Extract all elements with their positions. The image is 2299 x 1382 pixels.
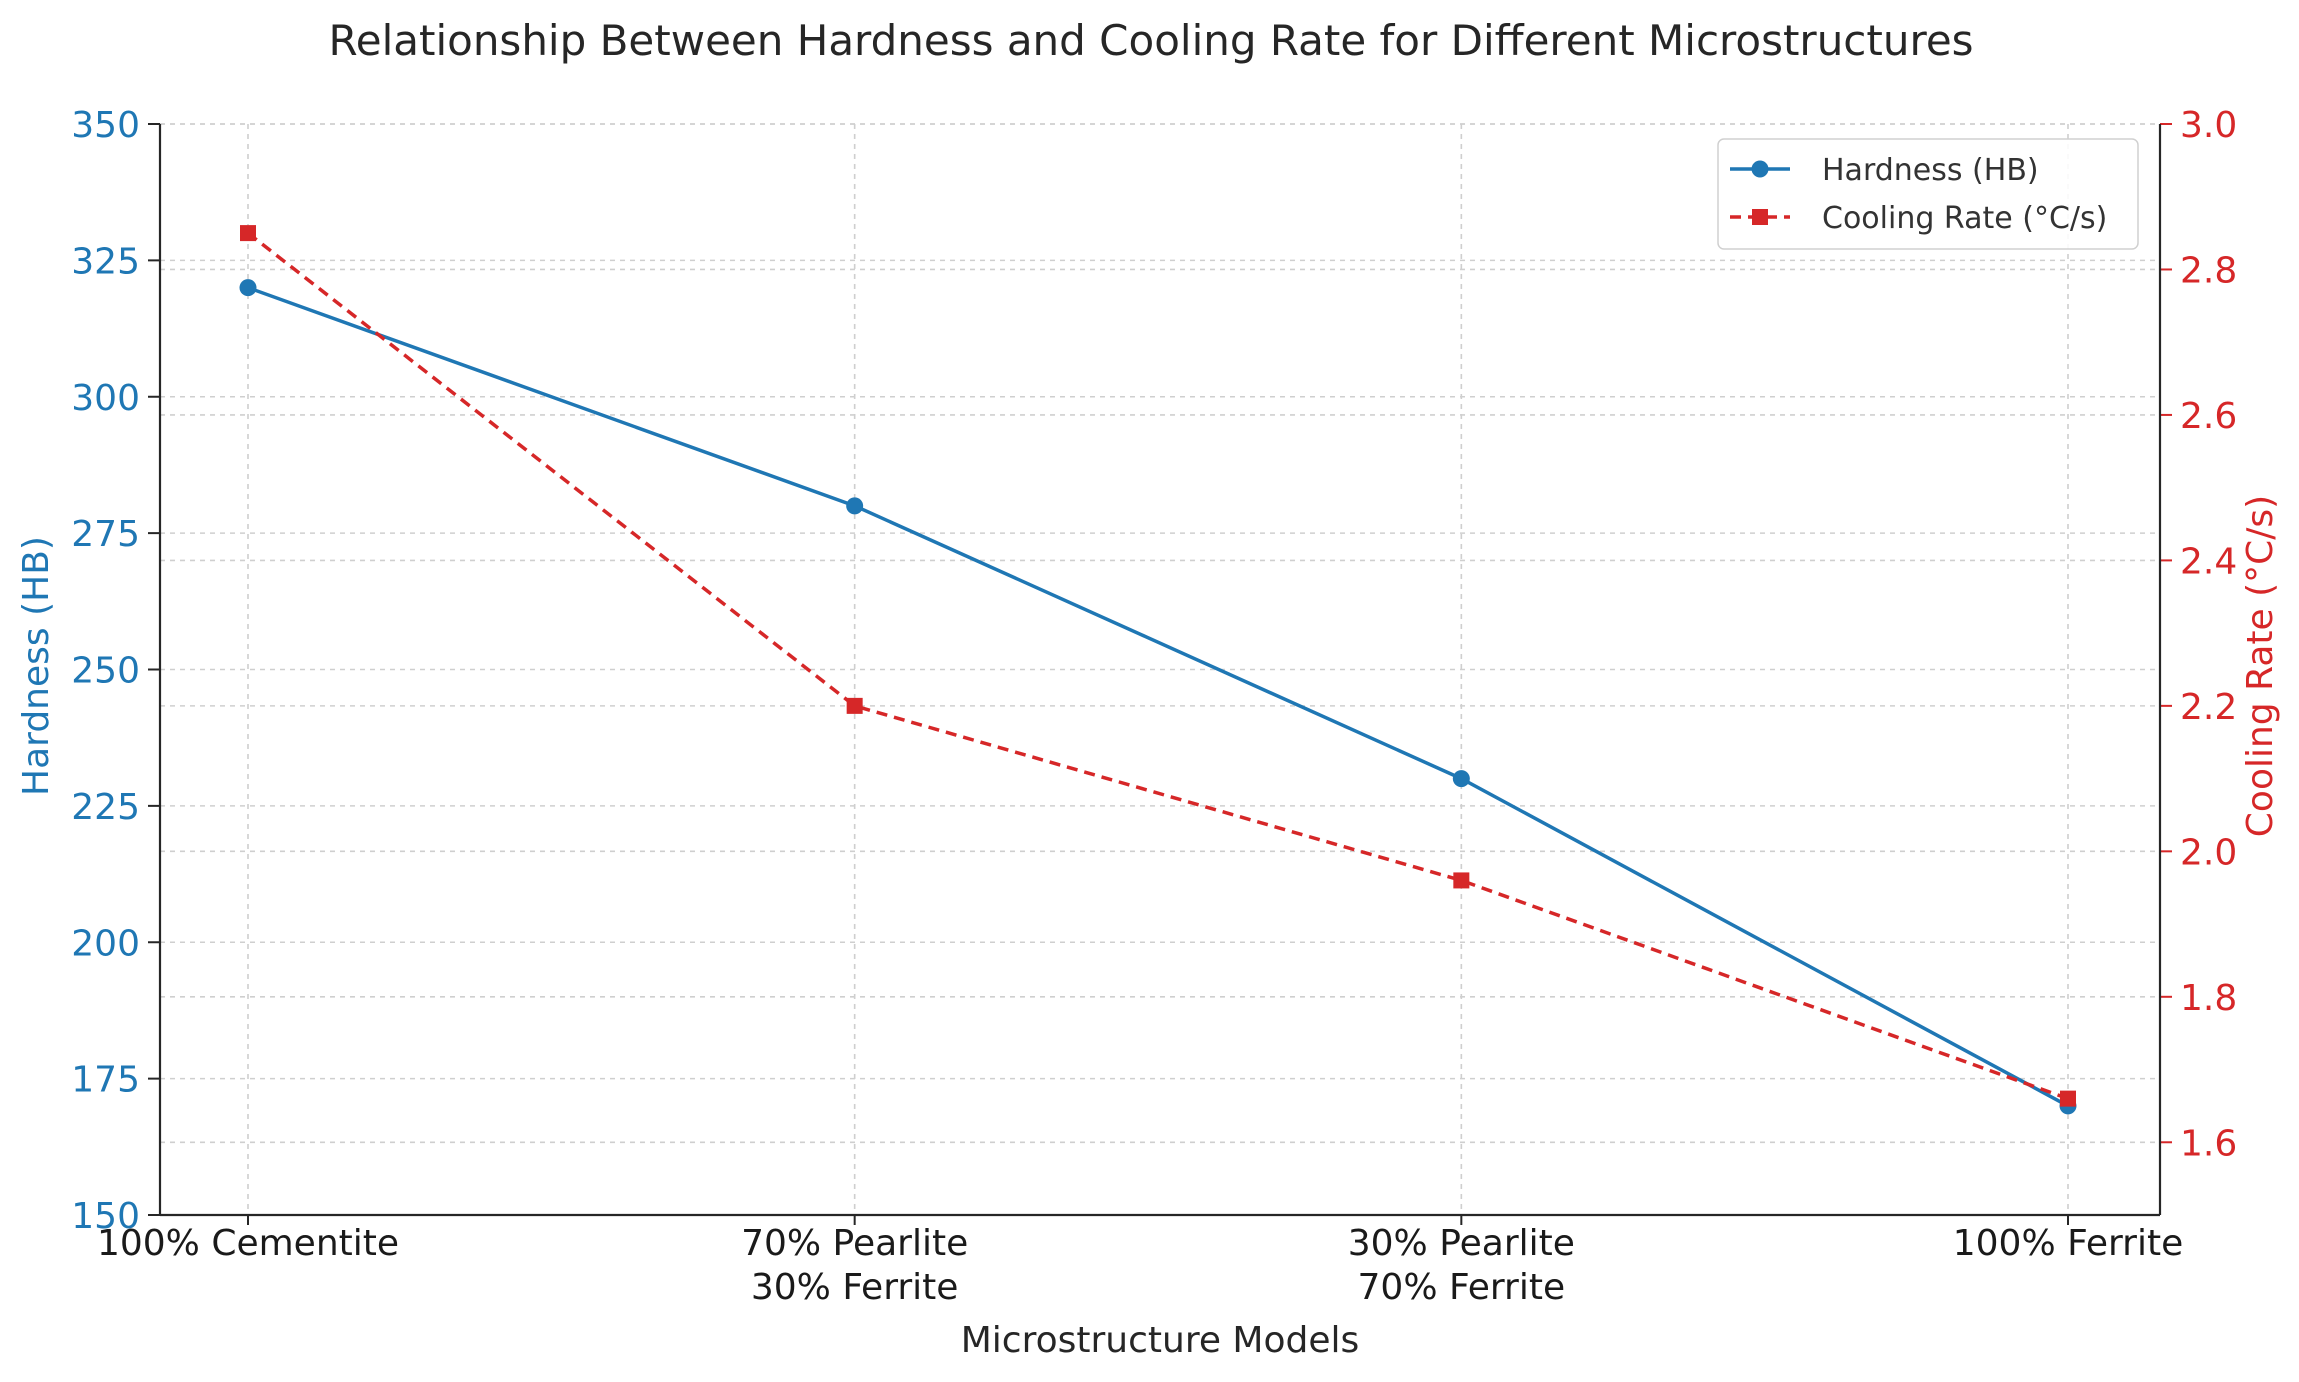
x-tick-label: 70% Ferrite xyxy=(1358,1267,1566,1308)
y-right-tick-label: 2.4 xyxy=(2180,541,2237,582)
legend-marker-circle xyxy=(1752,161,1769,178)
y-left-tick-label: 200 xyxy=(71,923,140,964)
y-left-tick-label: 350 xyxy=(71,105,140,146)
y-right-tick-label: 1.6 xyxy=(2180,1123,2237,1164)
data-point-cooling-rate xyxy=(1453,872,1469,888)
legend-label: Hardness (HB) xyxy=(1822,153,2039,188)
y-left-tick-label: 225 xyxy=(71,787,140,828)
data-point-cooling-rate xyxy=(240,225,256,241)
y-right-tick-label: 2.2 xyxy=(2180,687,2237,728)
y-right-tick-label: 2.6 xyxy=(2180,396,2237,437)
chart: 100% Cementite 70% Pearlite30% Ferrite 30%… xyxy=(0,0,2299,1382)
y-right-tick-label: 1.8 xyxy=(2180,978,2237,1019)
x-tick-label: 100% Ferrite xyxy=(1953,1223,2183,1264)
y-left-tick-label: 250 xyxy=(71,651,140,692)
y-left-tick-label: 275 xyxy=(71,514,140,555)
x-tick-label: 100% Cementite xyxy=(97,1223,399,1264)
legend-label: Cooling Rate (°C/s) xyxy=(1822,201,2107,236)
series-line-hardness xyxy=(248,288,2068,1106)
y-right-tick-label: 3.0 xyxy=(2180,105,2237,146)
data-point-cooling-rate xyxy=(847,698,863,714)
legend: Hardness (HB) Cooling Rate (°C/s) xyxy=(1718,139,2138,249)
data-point-hardness xyxy=(240,279,257,296)
grid-lines xyxy=(160,124,2160,1215)
data-point-hardness xyxy=(846,497,863,514)
series-line-cooling-rate xyxy=(248,233,2068,1099)
y-right-tick-label: 2.8 xyxy=(2180,250,2237,291)
x-tick-label: 30% Ferrite xyxy=(751,1267,959,1308)
x-axis-label: Microstructure Models xyxy=(961,1320,1360,1361)
y-left-tick-label: 175 xyxy=(71,1060,140,1101)
y-left-tick-label: 150 xyxy=(71,1196,140,1237)
y-right-axis-label: Cooling Rate (°C/s) xyxy=(2240,495,2281,837)
data-point-hardness xyxy=(1453,770,1470,787)
legend-marker-square xyxy=(1752,209,1768,225)
y-right-tick-label: 2.0 xyxy=(2180,832,2237,873)
data-point-cooling-rate xyxy=(2060,1091,2076,1107)
y-left-tick-label: 300 xyxy=(71,378,140,419)
chart-title: Relationship Between Hardness and Coolin… xyxy=(328,16,1973,65)
x-tick-label: 70% Pearlite xyxy=(741,1223,968,1264)
y-left-tick-label: 325 xyxy=(71,241,140,282)
x-tick-label: 30% Pearlite xyxy=(1348,1223,1575,1264)
y-left-axis-label: Hardness (HB) xyxy=(16,536,57,796)
